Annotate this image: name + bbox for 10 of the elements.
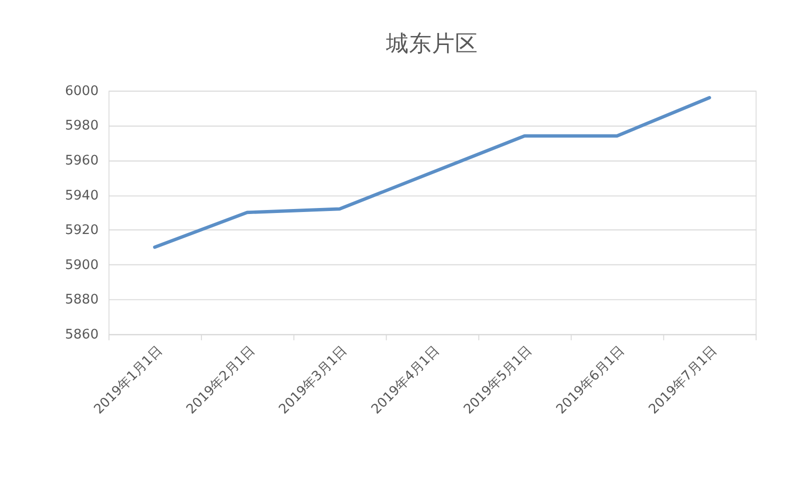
y-tick-label: 5900 (65, 258, 99, 273)
y-tick-label: 5860 (65, 327, 99, 342)
y-tick-label: 5920 (65, 223, 99, 238)
y-tick-label: 5980 (65, 118, 99, 134)
y-tick-label: 5960 (65, 154, 99, 169)
y-tick-label: 5940 (65, 188, 99, 204)
y-tick-label: 6000 (65, 84, 99, 99)
y-tick-label: 5880 (65, 292, 99, 308)
chart-title: 城东片区 (385, 31, 478, 58)
line-series (153, 96, 712, 249)
